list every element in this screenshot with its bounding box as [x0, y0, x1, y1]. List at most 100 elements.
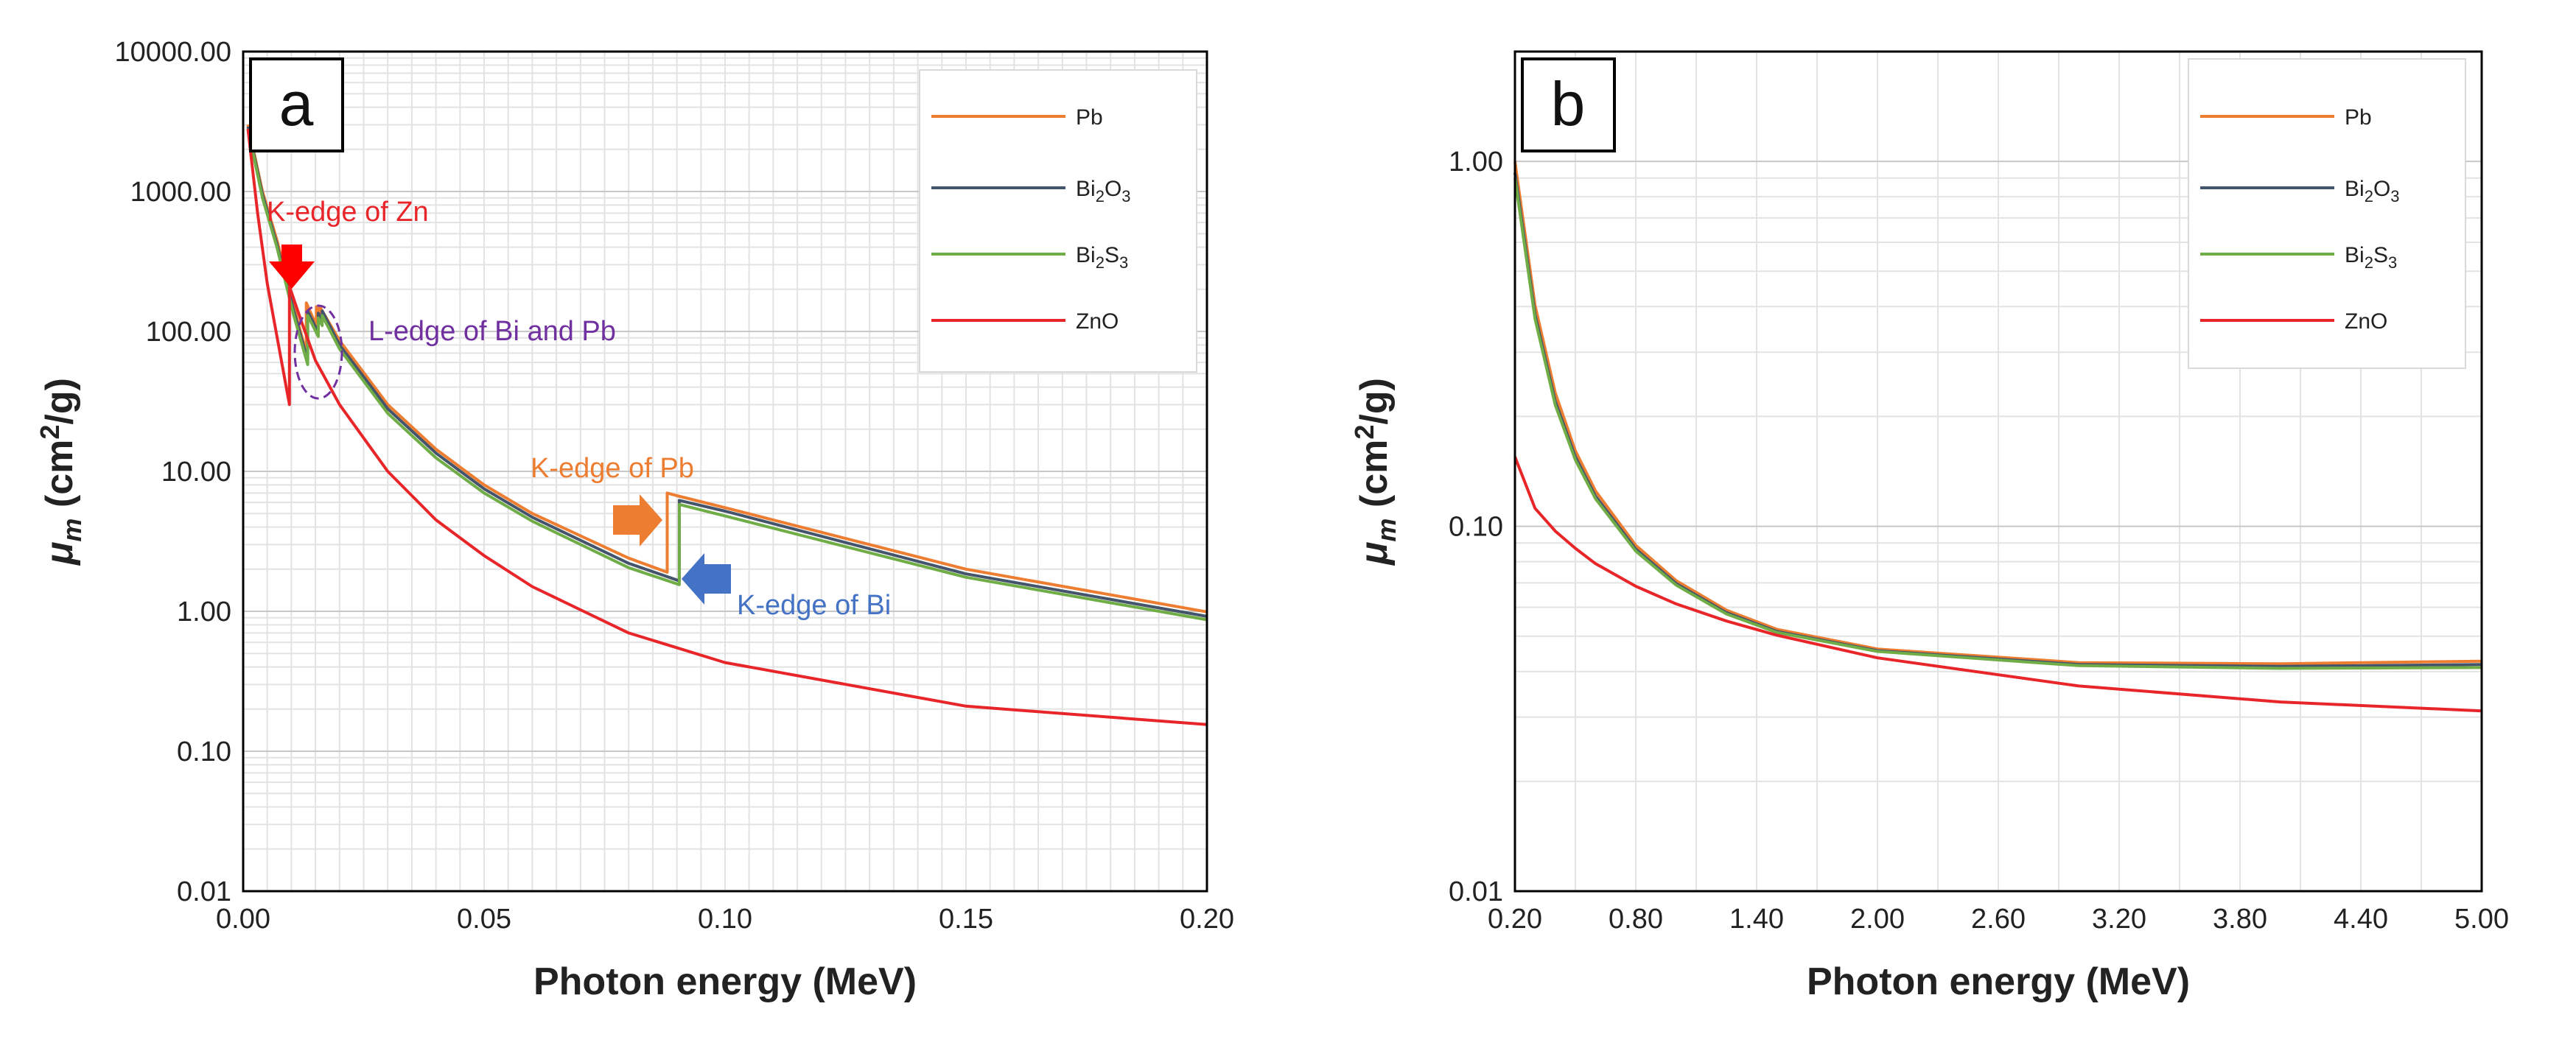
label-sub: 3 [1119, 253, 1128, 272]
x-tick-label: 5.00 [2454, 904, 2509, 935]
label-part: ZnO [2345, 309, 2387, 334]
x-tick-label: 0.00 [216, 904, 270, 935]
label-part: S [2373, 243, 2388, 267]
x-tick-label: 4.40 [2334, 904, 2388, 935]
y-tick-label: 1.00 [177, 597, 231, 628]
legend-label-bi2s3: Bi2S3 [2345, 243, 2397, 272]
legend-label-zno: ZnO [1076, 309, 1119, 334]
plot-frame [1513, 50, 2483, 893]
left-arrow-icon [682, 553, 731, 605]
legend-box [2188, 58, 2466, 369]
legend-label-pb: Pb [2345, 105, 2372, 130]
y-tick-label: 0.01 [1449, 876, 1503, 907]
y-title-unit: (cm [1353, 440, 1396, 518]
legend-label-pb: Pb [1076, 105, 1103, 130]
panel-label-box [1521, 57, 1616, 152]
legend-label-bi2o3: Bi2O3 [2345, 177, 2400, 205]
y-tick-label: 0.01 [177, 876, 231, 907]
panel-b: 0.20 0.80 1.40 2.00 2.60 3.20 3.80 4.40 5.00 0.0… [1349, 50, 2509, 1003]
series-lines [1513, 161, 2482, 713]
label-part: Bi [2345, 243, 2365, 267]
y-tick-label: 1000.00 [130, 177, 231, 208]
annotation-label: K-edge of Zn [267, 197, 429, 228]
y-title-mu: μ [1353, 542, 1396, 566]
y-title-sup: 2 [1349, 425, 1379, 440]
label-part: Pb [1076, 105, 1103, 130]
label-sub: 2 [1096, 187, 1105, 205]
x-tick-label: 3.20 [2092, 904, 2146, 935]
legend-label-zno: ZnO [2345, 309, 2387, 334]
x-tick-label: 0.20 [1180, 904, 1234, 935]
y-title-sub: m [57, 518, 87, 542]
y-tick-label: 100.00 [146, 317, 231, 348]
grid [242, 51, 1208, 892]
annotation-k-edge-bi: K-edge of Bi [682, 553, 891, 621]
label-part: O [1105, 177, 1121, 201]
y-tick-label: 10.00 [161, 457, 231, 488]
y-title-sup: 2 [35, 425, 65, 440]
series-line-pb [1513, 161, 2482, 666]
y-title-unit: (cm [38, 440, 81, 518]
series-line-zno [246, 128, 1208, 726]
y-title-mu: μ [38, 542, 81, 566]
label-part: ZnO [1076, 309, 1119, 334]
y-tick-label: 1.00 [1449, 147, 1503, 177]
x-tick-label: 3.80 [2213, 904, 2267, 935]
label-sub: 3 [1121, 187, 1130, 205]
y-title-tail: /g) [38, 378, 81, 425]
x-tick-label: 0.10 [698, 904, 752, 935]
panel-label: a [279, 69, 314, 138]
x-tick-label: 0.15 [939, 904, 993, 935]
label-sub: 3 [2390, 187, 2399, 205]
series-line-zno [1513, 456, 2482, 713]
plot-frame [242, 50, 1208, 893]
y-title-tail: /g) [1353, 378, 1396, 425]
label-sub: 2 [1096, 253, 1105, 272]
annotation-l-edge: L-edge of Bi and Pb [293, 304, 616, 400]
x-tick-label: 0.05 [457, 904, 511, 935]
label-sub: 2 [2365, 187, 2373, 205]
legend: Pb Bi2O3 Bi2S3 ZnO [2188, 58, 2466, 369]
label-part: Bi [2345, 177, 2365, 201]
y-tick-labels: 0.01 0.10 1.00 [1449, 147, 1503, 907]
label-part: Pb [2345, 105, 2372, 130]
legend-label-bi2s3: Bi2S3 [1076, 243, 1128, 272]
legend: Pb Bi2O3 Bi2S3 ZnO [919, 69, 1197, 373]
legend-label-bi2o3: Bi2O3 [1076, 177, 1131, 205]
label-part: O [2373, 177, 2390, 201]
annotation-label: K-edge of Bi [737, 590, 891, 621]
x-tick-labels: 0.20 0.80 1.40 2.00 2.60 3.20 3.80 4.40 5.00 [1488, 904, 2509, 935]
y-axis-title: μm (cm2/g) [1349, 378, 1401, 566]
y-title-sub: m [1371, 518, 1401, 542]
series-lines [246, 124, 1208, 726]
x-tick-label: 2.00 [1850, 904, 1905, 935]
x-axis-title: Photon energy (MeV) [1807, 960, 2190, 1003]
label-part: Bi [1076, 177, 1096, 201]
x-tick-label: 2.60 [1971, 904, 2026, 935]
x-tick-label: 1.40 [1729, 904, 1784, 935]
down-arrow-icon [269, 245, 315, 289]
x-tick-label: 0.80 [1609, 904, 1663, 935]
panel-label-box [249, 57, 344, 152]
annotation-k-edge-zn: K-edge of Zn [267, 197, 429, 289]
series-line-bi2s3 [246, 128, 1208, 622]
label-part: Bi [1076, 243, 1096, 267]
annotation-k-edge-pb: K-edge of Pb [531, 453, 694, 546]
x-tick-labels: 0.00 0.05 0.10 0.15 0.20 [216, 904, 1234, 935]
label-part: S [1105, 243, 1119, 267]
label-sub: 3 [2388, 253, 2397, 272]
label-sub: 2 [2365, 253, 2373, 272]
y-tick-label: 0.10 [177, 737, 231, 767]
annotation-label: K-edge of Pb [531, 453, 694, 484]
x-axis-title: Photon energy (MeV) [533, 960, 917, 1003]
y-tick-labels: 0.01 0.10 1.00 10.00 100.00 1000.00 10000.00 [115, 37, 232, 907]
panel-a: 0.00 0.05 0.10 0.15 0.20 0.01 0.10 1.00 10.00 10… [35, 37, 1234, 1003]
x-tick-label: 0.20 [1488, 904, 1542, 935]
panel-label: b [1551, 69, 1586, 138]
right-arrow-icon [613, 494, 662, 546]
dashed-ellipse [293, 304, 343, 400]
y-axis-title: μm (cm2/g) [35, 378, 87, 566]
annotation-label: L-edge of Bi and Pb [368, 316, 616, 347]
series-line-bi2s3 [1513, 177, 2482, 670]
